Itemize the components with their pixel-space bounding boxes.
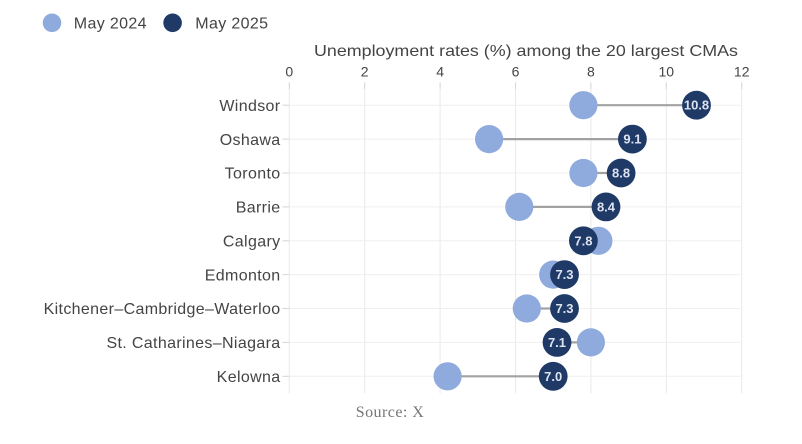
svg-text:2: 2: [361, 64, 369, 80]
svg-text:Kitchener–Cambridge–Waterloo: Kitchener–Cambridge–Waterloo: [44, 301, 281, 318]
svg-text:10: 10: [659, 64, 675, 80]
svg-text:May 2025: May 2025: [195, 16, 268, 33]
svg-text:St. Catharines–Niagara: St. Catharines–Niagara: [106, 335, 280, 352]
svg-text:10.8: 10.8: [684, 98, 709, 113]
svg-text:Unemployment rates (%) among t: Unemployment rates (%) among the 20 larg…: [314, 43, 738, 60]
svg-text:7.3: 7.3: [555, 267, 573, 282]
svg-text:Source: X: Source: X: [356, 404, 424, 421]
svg-text:Toronto: Toronto: [225, 166, 281, 183]
svg-text:May 2024: May 2024: [74, 16, 147, 33]
svg-text:8.4: 8.4: [597, 199, 616, 214]
svg-text:7.3: 7.3: [555, 301, 573, 316]
svg-text:9.1: 9.1: [623, 132, 641, 147]
svg-text:Kelowna: Kelowna: [217, 369, 281, 386]
svg-text:7.0: 7.0: [544, 369, 562, 384]
svg-text:6: 6: [512, 64, 520, 80]
svg-text:8: 8: [587, 64, 595, 80]
svg-text:7.1: 7.1: [548, 335, 566, 350]
svg-text:0: 0: [285, 64, 293, 80]
svg-text:12: 12: [734, 64, 750, 80]
svg-text:8.8: 8.8: [612, 166, 630, 181]
svg-text:Windsor: Windsor: [219, 98, 280, 115]
svg-text:Oshawa: Oshawa: [220, 132, 281, 149]
svg-text:Barrie: Barrie: [236, 200, 281, 217]
svg-text:4: 4: [436, 64, 444, 80]
svg-text:Calgary: Calgary: [223, 234, 281, 251]
svg-text:7.8: 7.8: [574, 233, 592, 248]
svg-text:Edmonton: Edmonton: [205, 267, 281, 284]
